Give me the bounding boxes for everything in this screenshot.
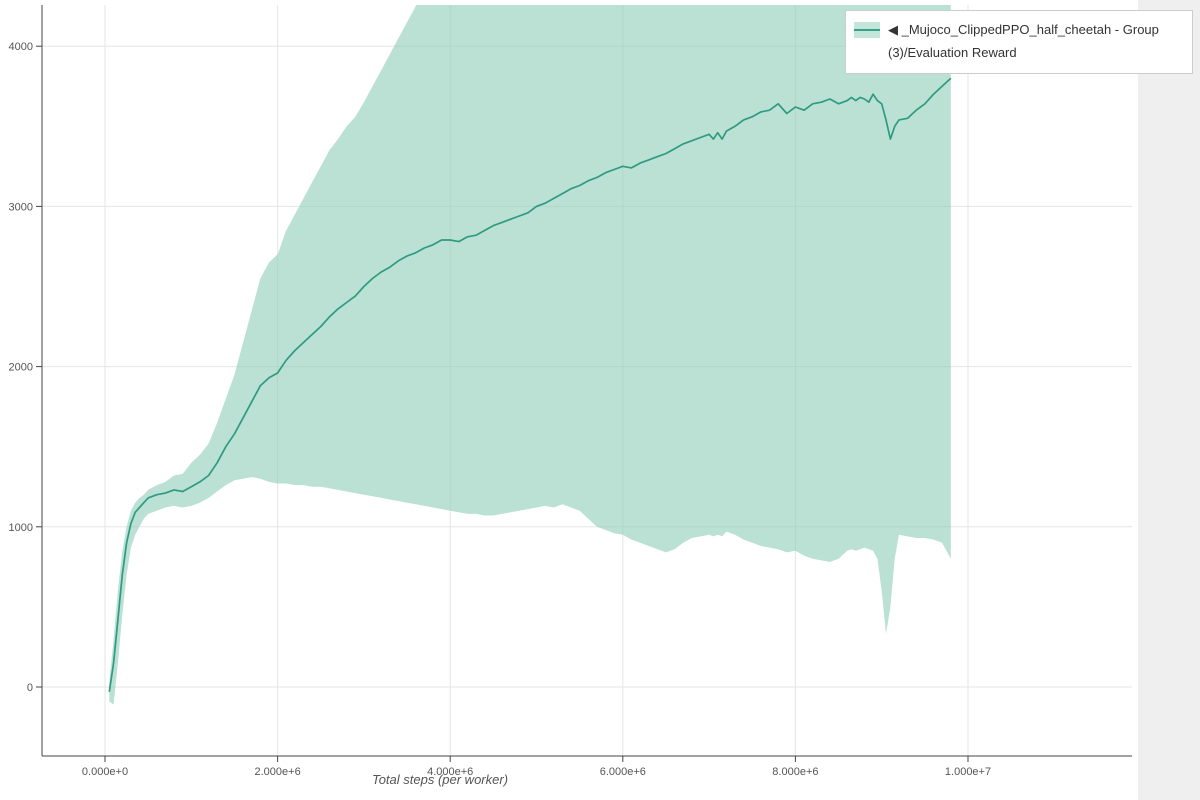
legend: ◀ _Mujoco_ClippedPPO_half_cheetah - Grou… (845, 10, 1193, 74)
y-tick-label: 4000 (9, 41, 33, 53)
x-tick-label: 4.000e+6 (427, 766, 473, 778)
series-band (109, 5, 951, 705)
x-tick-label: 2.000e+6 (255, 766, 301, 778)
y-tick-label: 0 (27, 682, 33, 694)
series-evaluation-reward (108, 5, 952, 705)
y-axis: 0 1000 2000 3000 4000 (9, 41, 42, 694)
page-background-gutter (1138, 0, 1200, 800)
x-tick-label: 8.000e+6 (772, 766, 818, 778)
x-axis: 0.000e+0 2.000e+6 4.000e+6 6.000e+6 8.000e+6… (82, 756, 991, 778)
axes (41, 5, 1132, 757)
series-mean-line (108, 77, 952, 692)
legend-item[interactable]: ◀ _Mujoco_ClippedPPO_half_cheetah - Grou… (854, 19, 1186, 65)
legend-line-icon (854, 29, 880, 31)
x-tick-label: 0.000e+0 (82, 766, 128, 778)
legend-item-label: ◀ _Mujoco_ClippedPPO_half_cheetah - Grou… (888, 22, 1159, 60)
x-tick-label: 6.000e+6 (600, 766, 646, 778)
legend-series-swatch-icon (854, 22, 880, 38)
y-tick-label: 2000 (9, 362, 33, 374)
x-axis-label: Total steps (per worker) (371, 772, 509, 787)
y-tick-label: 1000 (9, 522, 33, 534)
y-tick-label: 3000 (9, 201, 33, 213)
x-tick-label: 1.000e+7 (945, 766, 991, 778)
